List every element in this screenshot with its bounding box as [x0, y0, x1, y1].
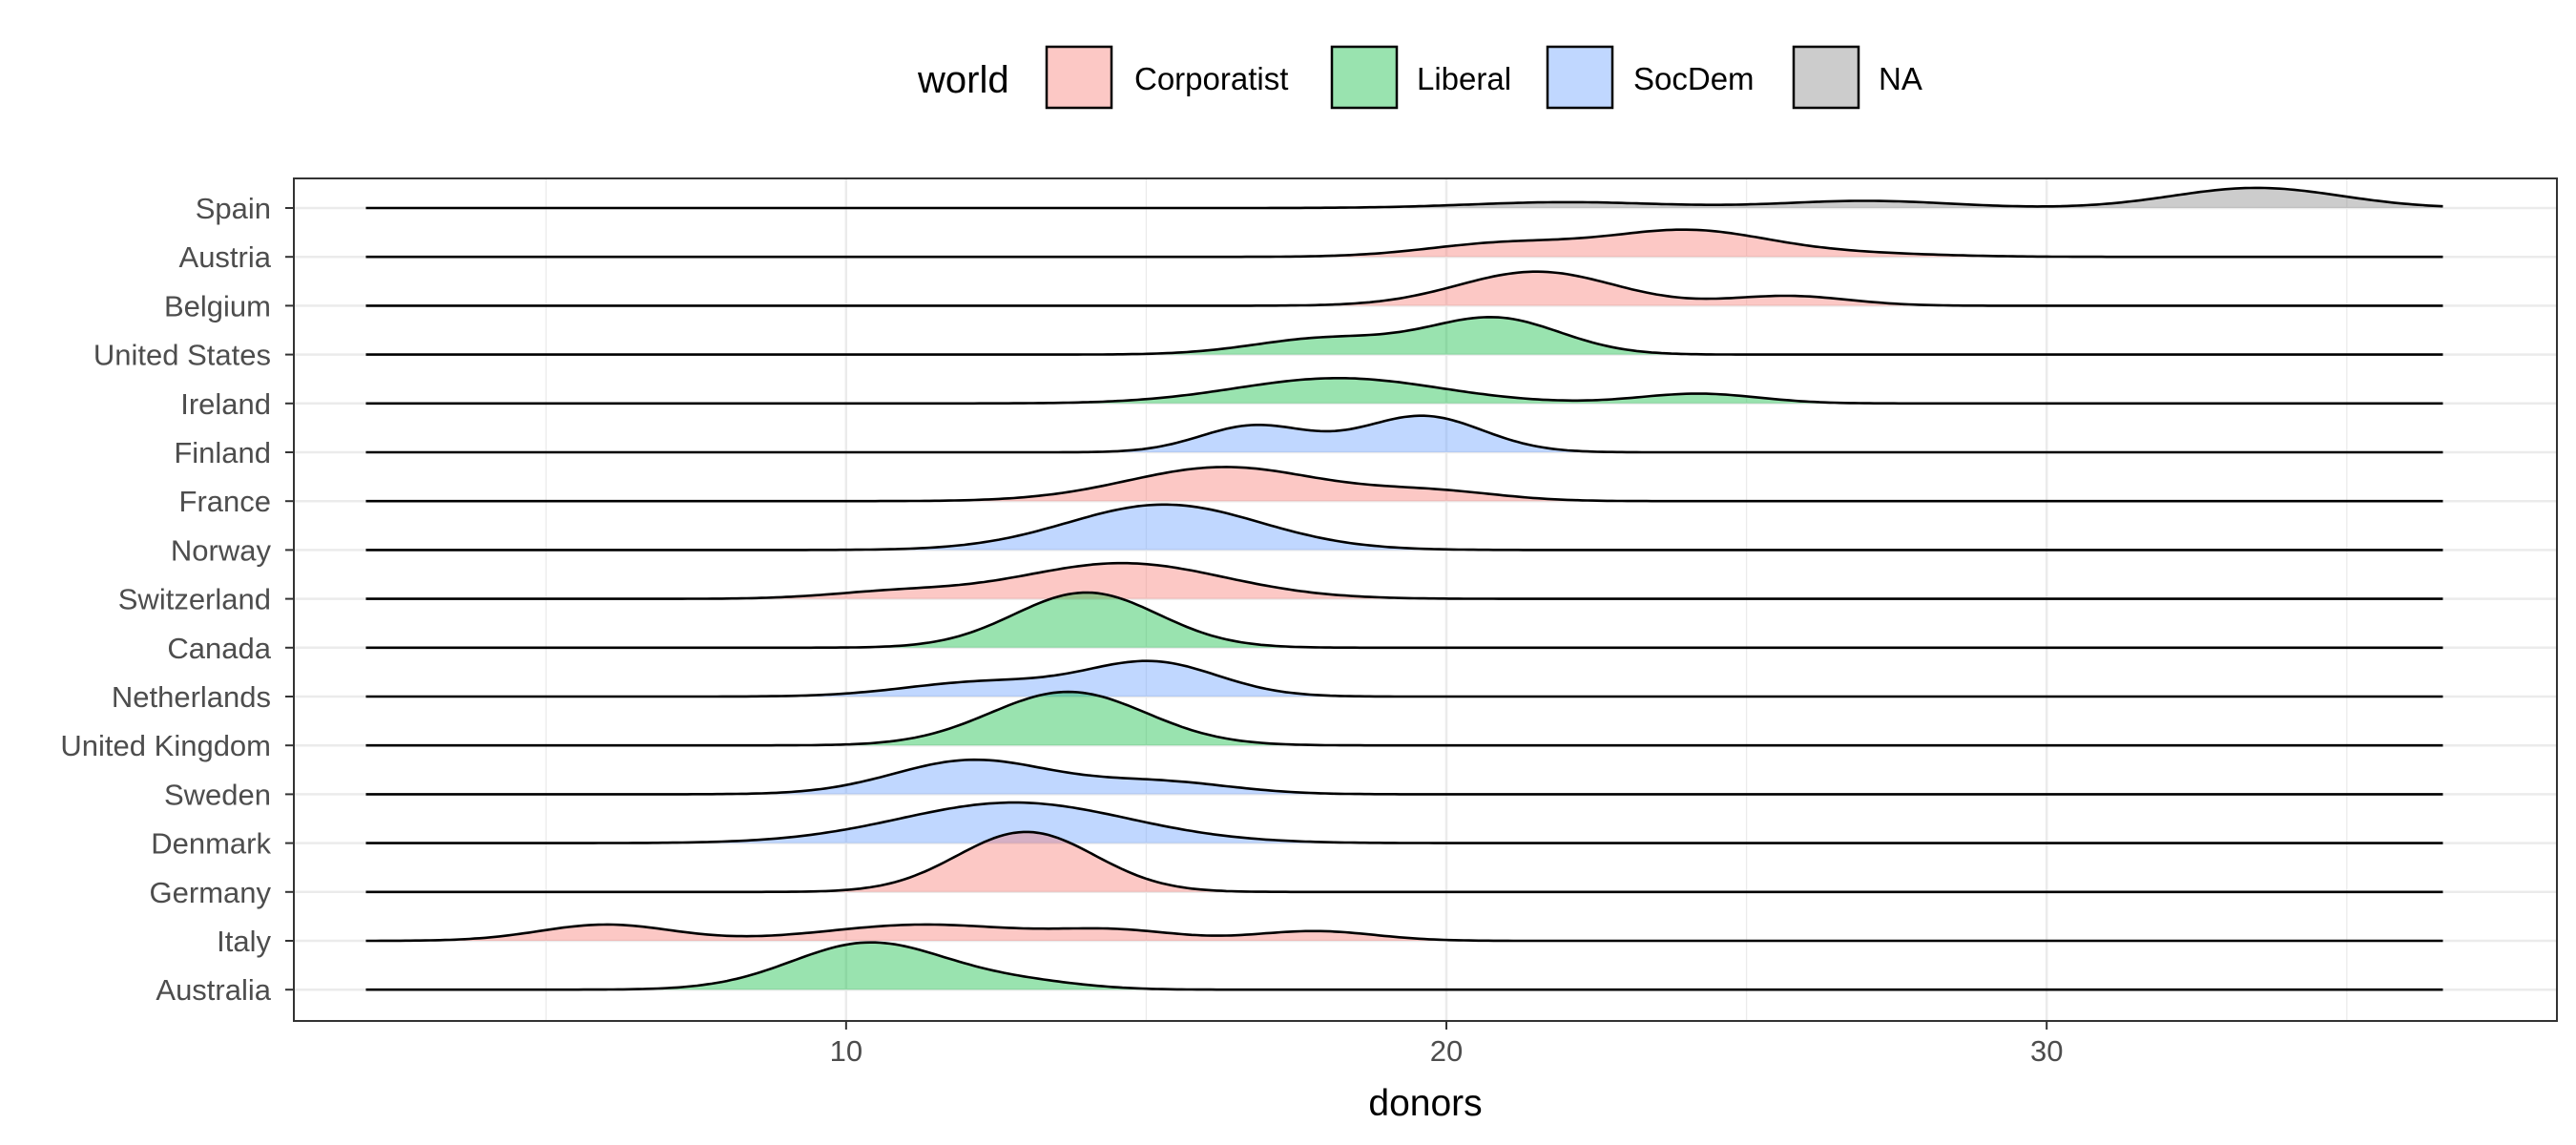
ridge-fill [365, 317, 2443, 355]
legend-swatch [1546, 45, 1614, 110]
ridge-outline [365, 591, 2443, 650]
x-tick-label: 10 [830, 1034, 862, 1068]
ridge-united-states [365, 315, 2443, 356]
legend-label: SocDem [1633, 61, 1755, 96]
legend-items: Corporatist Liberal SocDem NA [1045, 45, 1922, 110]
x-axis: 10 20 30 [830, 1021, 2063, 1068]
legend-label: Corporatist [1134, 61, 1288, 96]
ridge-outline [365, 561, 2443, 600]
y-tick-label: Austria [179, 240, 272, 274]
ridges [365, 186, 2443, 991]
y-tick-label: Norway [171, 533, 272, 567]
ridge-fill [365, 415, 2443, 452]
ridge-ireland [365, 377, 2443, 406]
ridge-italy [365, 923, 2443, 943]
y-tick-label: Finland [174, 436, 271, 469]
ridge-denmark [365, 801, 2443, 844]
ridge-outline [365, 758, 2443, 796]
ridge-sweden [365, 758, 2443, 796]
y-tick-label: Germany [150, 876, 272, 909]
y-tick-label: Sweden [164, 778, 271, 811]
ridge-germany [365, 830, 2443, 894]
ridge-netherlands [365, 659, 2443, 698]
ridge-australia [365, 941, 2443, 991]
ridge-outline [365, 923, 2443, 943]
legend-swatch [1045, 45, 1113, 110]
legend-swatch [1792, 45, 1860, 110]
ridge-fill [365, 378, 2443, 404]
y-tick-label: Spain [196, 192, 271, 225]
ridge-belgium [365, 270, 2443, 307]
ridge-finland [365, 414, 2443, 454]
ridge-fill [365, 760, 2443, 795]
y-tick-label: Belgium [164, 289, 271, 323]
ridge-outline [365, 503, 2443, 552]
ridge-norway [365, 503, 2443, 552]
ridge-outline [365, 830, 2443, 894]
legend-item: Corporatist [1045, 45, 1288, 110]
legend-label: Liberal [1417, 61, 1511, 96]
ridge-switzerland [365, 561, 2443, 600]
ridge-outline [365, 228, 2443, 259]
legend-swatch [1330, 45, 1399, 110]
ridge-france [365, 466, 2443, 503]
ridge-outline [365, 466, 2443, 503]
y-tick-label: Italy [217, 925, 271, 958]
y-tick-label: United Kingdom [60, 729, 271, 762]
ridge-fill [365, 924, 2443, 941]
ridge-canada [365, 591, 2443, 650]
x-axis-title: donors [1368, 1083, 1482, 1124]
ridge-outline [365, 659, 2443, 698]
y-tick-label: Australia [156, 973, 271, 1007]
x-tick-label: 30 [2030, 1034, 2063, 1068]
ridge-outline [365, 690, 2443, 747]
ridge-outline [365, 801, 2443, 844]
y-tick-label: France [179, 485, 271, 518]
y-axis: Spain Austria Belgium United States Ireland F… [60, 192, 294, 1007]
legend: world Corporatist Liberal SocDem NA [917, 45, 1922, 110]
ridge-fill [365, 467, 2443, 502]
legend-title: world [917, 59, 1009, 101]
ridge-fill [365, 942, 2443, 990]
x-tick-label: 20 [1430, 1034, 1463, 1068]
y-tick-label: Switzerland [118, 583, 271, 616]
y-tick-label: United States [93, 339, 271, 372]
legend-item: NA [1792, 45, 1922, 110]
legend-item: Liberal [1330, 45, 1511, 110]
ridge-austria [365, 228, 2443, 259]
ridge-fill [365, 271, 2443, 306]
y-tick-label: Denmark [151, 827, 271, 861]
ridge-outline [365, 414, 2443, 454]
ridge-outline [365, 377, 2443, 406]
ridge-outline [365, 270, 2443, 307]
ridge-spain [365, 186, 2443, 210]
y-tick-label: Netherlands [112, 680, 271, 714]
y-tick-label: Canada [167, 632, 271, 665]
y-tick-label: Ireland [180, 387, 271, 421]
ridge-outline [365, 186, 2443, 210]
ridge-united-kingdom [365, 690, 2443, 747]
legend-item: SocDem [1546, 45, 1755, 110]
ridge-outline [365, 941, 2443, 991]
legend-label: NA [1879, 61, 1922, 96]
ridge-outline [365, 315, 2443, 356]
ridge-fill [365, 802, 2443, 843]
